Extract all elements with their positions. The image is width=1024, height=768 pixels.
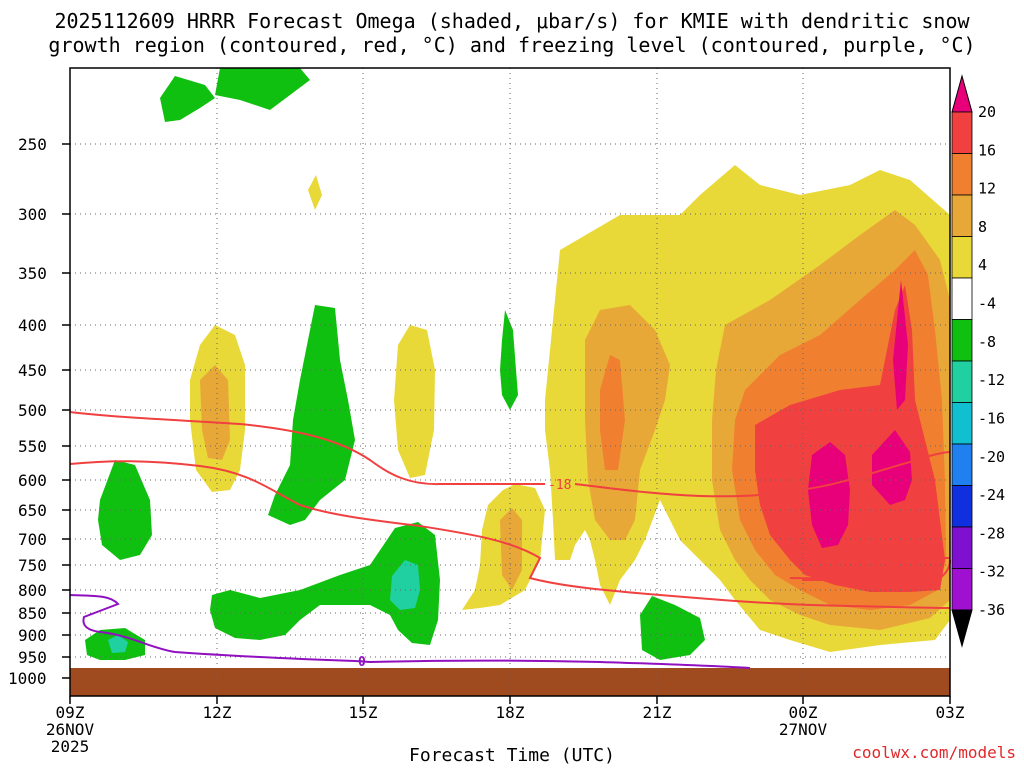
y-label-350: 350 — [18, 264, 47, 283]
colorbar-swatch — [951, 402, 973, 445]
y-label-400: 400 — [18, 316, 47, 335]
chart-title-line2: growth region (contoured, red, °C) and f… — [48, 33, 976, 57]
colorbar-label: -12 — [978, 371, 1005, 389]
colorbar-swatch — [951, 319, 973, 362]
contour-label-minus12: -12 — [903, 551, 926, 566]
y-label-750: 750 — [18, 556, 47, 575]
x-label-03Z: 03Z — [936, 703, 965, 722]
omega-orange-blob-1 — [600, 355, 625, 470]
y-axis — [62, 143, 70, 679]
colorbar-label: 20 — [978, 103, 996, 121]
x-axis-title: Forecast Time (UTC) — [409, 745, 615, 766]
y-label-800: 800 — [18, 581, 47, 600]
y-label-600: 600 — [18, 471, 47, 490]
contour-minus12-b — [789, 557, 951, 581]
omega-shading — [85, 68, 950, 660]
colorbar-swatch — [951, 236, 973, 279]
chart-title-line1: 2025112609 HRRR Forecast Omega (shaded, … — [54, 9, 970, 33]
x-label-09Z-year: 2025 — [51, 737, 90, 756]
colorbar-swatch — [951, 360, 973, 403]
y-label-700: 700 — [18, 530, 47, 549]
omega-tan-blob-3 — [500, 508, 522, 590]
y-label-850: 850 — [18, 604, 47, 623]
x-label-18Z: 18Z — [496, 703, 525, 722]
colorbar: 20 16 12 8 4 -4 -8 -12 -16 -20 -24 -28 -32 -36 — [951, 74, 1005, 648]
x-label-00Z-date: 27NOV — [779, 720, 828, 739]
omega-teal-2 — [108, 635, 128, 653]
omega-magenta-core-1 — [808, 442, 850, 548]
omega-yellow-blob-2 — [394, 325, 435, 478]
colorbar-swatch — [951, 568, 973, 611]
contour-minus18-b — [574, 451, 951, 498]
colorbar-swatch — [951, 485, 973, 528]
colorbar-swatch — [951, 111, 973, 154]
ground-surface — [70, 668, 950, 696]
x-label-09Z: 09Z — [56, 703, 85, 722]
y-label-900: 900 — [18, 626, 47, 645]
omega-green-4 — [210, 522, 440, 645]
colorbar-label: 8 — [978, 218, 987, 236]
x-label-00Z: 00Z — [789, 703, 818, 722]
x-label-21Z: 21Z — [643, 703, 672, 722]
y-label-300: 300 — [18, 205, 47, 224]
colorbar-label: 4 — [978, 256, 987, 274]
y-label-250: 250 — [18, 135, 47, 154]
freezing-level-contour — [69, 594, 751, 669]
colorbar-label: 12 — [978, 180, 996, 198]
omega-green-2 — [500, 310, 518, 410]
contour-minus18 — [69, 411, 545, 486]
omega-magenta-core-3 — [893, 280, 908, 410]
contour-minus12 — [69, 460, 951, 609]
grid-lines — [70, 68, 950, 696]
credit-text: coolwx.com/models — [852, 743, 1016, 762]
dendritic-contours — [69, 411, 951, 609]
colorbar-label: 16 — [978, 141, 996, 159]
colorbar-bottom-arrow — [951, 609, 973, 648]
y-label-950: 950 — [18, 648, 47, 667]
omega-tan-blob-2 — [200, 365, 230, 460]
colorbar-label: -24 — [978, 486, 1005, 504]
y-tick-labels: 250 300 350 400 450 500 550 600 650 700 … — [8, 135, 47, 688]
colorbar-label: -28 — [978, 524, 1005, 542]
omega-green-1 — [268, 305, 355, 525]
colorbar-label: -36 — [978, 601, 1005, 619]
x-tick-labels: 09Z 26NOV 2025 12Z 15Z 18Z 21Z 00Z 27NOV… — [46, 703, 965, 756]
omega-green-5 — [640, 596, 705, 660]
colorbar-label: -20 — [978, 448, 1005, 466]
y-label-450: 450 — [18, 361, 47, 380]
x-label-12Z: 12Z — [203, 703, 232, 722]
colorbar-top-arrow — [951, 74, 973, 113]
colorbar-label: -8 — [978, 333, 996, 351]
y-label-1000: 1000 — [8, 669, 47, 688]
colorbar-swatch — [951, 153, 973, 196]
y-label-550: 550 — [18, 437, 47, 456]
omega-yellow-blob-4 — [308, 175, 322, 210]
x-label-15Z: 15Z — [349, 703, 378, 722]
colorbar-swatch — [951, 443, 973, 486]
omega-green-top-2 — [215, 68, 310, 110]
colorbar-label: -32 — [978, 563, 1005, 581]
colorbar-label: -4 — [978, 295, 996, 313]
colorbar-label: -16 — [978, 409, 1005, 427]
colorbar-swatch — [951, 526, 973, 569]
x-label-09Z-date: 26NOV — [46, 720, 95, 739]
colorbar-swatch — [951, 194, 973, 237]
omega-tan-blob-1 — [585, 305, 670, 540]
contour-zero — [69, 594, 751, 669]
contour-label-minus18: -18 — [548, 478, 571, 493]
contour-label-zero: 0 — [358, 655, 366, 670]
omega-green-top-1 — [160, 76, 215, 122]
x-axis — [69, 696, 951, 704]
colorbar-swatch — [951, 277, 973, 320]
y-label-500: 500 — [18, 401, 47, 420]
y-label-650: 650 — [18, 501, 47, 520]
omega-teal-1 — [390, 560, 420, 610]
